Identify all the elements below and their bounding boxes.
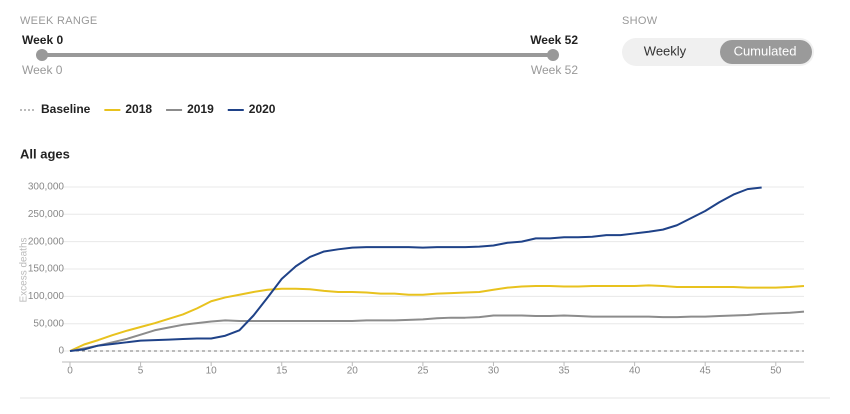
slider-end-value: Week 52 [531, 63, 578, 77]
x-tick-label: 45 [700, 366, 712, 377]
x-tick-label: 5 [138, 366, 144, 377]
series-line [69, 186, 762, 353]
x-tick-label: 20 [347, 366, 359, 377]
x-tick-label: 15 [276, 366, 288, 377]
slider-start-value: Week 0 [22, 63, 63, 77]
x-tick-label: 30 [488, 366, 500, 377]
x-tick-label: 10 [206, 366, 218, 377]
y-tick-label: 200,000 [28, 236, 65, 247]
chart-title: All ages [20, 146, 70, 161]
week-range-label: WEEK RANGE [20, 15, 98, 27]
y-tick-label: 300,000 [28, 182, 65, 193]
y-tick-label: 50,000 [33, 318, 64, 329]
slider-handle-end[interactable] [547, 49, 559, 61]
legend-label: 2020 [249, 102, 276, 116]
x-tick-label: 0 [67, 366, 73, 377]
legend-label: 2019 [187, 102, 214, 116]
x-tick-label: 40 [629, 366, 641, 377]
legend-label: Baseline [41, 102, 91, 116]
toggle-option-active[interactable] [720, 40, 812, 64]
legend-label: 2018 [125, 102, 152, 116]
y-axis-label: Excess deaths [19, 237, 30, 302]
slider-end-label: Week 52 [530, 33, 578, 47]
slider-handle-start[interactable] [36, 49, 48, 61]
show-label: SHOW [622, 15, 658, 27]
toggle-option[interactable]: Cumulated [734, 43, 797, 58]
series-line [69, 310, 805, 353]
series-line [69, 284, 805, 352]
y-tick-label: 150,000 [28, 264, 65, 275]
y-tick-label: 250,000 [28, 209, 65, 220]
y-tick-label: 100,000 [28, 291, 65, 302]
x-tick-label: 25 [417, 366, 429, 377]
x-tick-label: 35 [558, 366, 570, 377]
toggle-option[interactable]: Weekly [644, 43, 687, 58]
x-tick-label: 50 [770, 366, 782, 377]
slider-start-label: Week 0 [22, 33, 63, 47]
y-tick-label: 0 [58, 346, 64, 357]
